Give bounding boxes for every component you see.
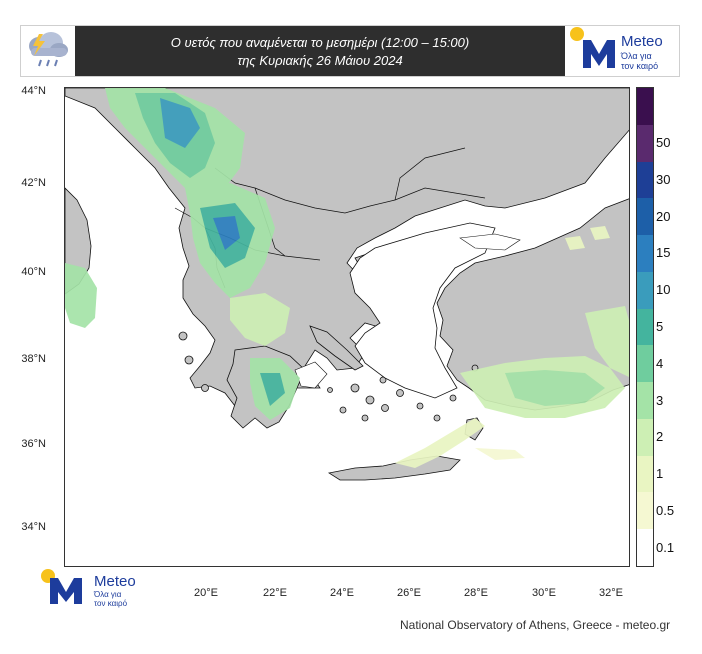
legend-level-label: 30	[656, 171, 671, 187]
legend-color-swatch	[637, 308, 653, 346]
legend-level-label: 10	[656, 282, 671, 298]
legend-color-swatch	[637, 492, 653, 530]
lat-tick-40: 40°N	[21, 266, 46, 278]
meteo-logo: Meteo Όλα για τον καιρό	[569, 26, 677, 76]
island	[381, 404, 389, 412]
precip-aegean-band	[475, 448, 525, 460]
legend-level-label: 1	[656, 466, 664, 482]
precipitation-map	[64, 87, 630, 567]
island	[350, 383, 360, 393]
legend-color-swatch	[637, 455, 653, 493]
legend-color-swatch	[637, 529, 653, 566]
map-title: Ο υετός που αναμένεται το μεσημέρι (12:0…	[75, 26, 565, 76]
lat-tick-34: 34°N	[21, 521, 46, 533]
logo-text: Meteo	[621, 33, 663, 50]
precip-crete-band	[395, 418, 485, 468]
legend-color-swatch	[637, 198, 653, 236]
precip-dot-1	[565, 236, 585, 250]
legend-level-label: 4	[656, 355, 664, 371]
lon-tick-28: 28°E	[464, 587, 488, 599]
credit-text: National Observatory of Athens, Greece -…	[400, 618, 671, 632]
legend-level-label: 5	[656, 319, 664, 334]
precip-epirus-peak	[213, 216, 240, 250]
logo-tagline-1: Όλα για	[620, 51, 652, 61]
island	[178, 331, 188, 341]
legend-level-label: 3	[656, 392, 664, 408]
legend-level-label: 0.1	[656, 539, 675, 555]
precipitation-legend	[636, 87, 654, 567]
legend-color-swatch	[637, 382, 653, 419]
legend-color-swatch	[637, 161, 653, 199]
footer-logo-text: Meteo	[94, 573, 136, 590]
lon-tick-26: 26°E	[397, 587, 421, 599]
legend-level-label: 2	[656, 429, 664, 445]
island	[416, 402, 424, 410]
legend-color-swatch	[637, 418, 653, 456]
island	[201, 384, 209, 392]
island	[361, 414, 369, 422]
saronic-sea	[294, 361, 328, 389]
precip-anatolia-core	[505, 370, 605, 406]
island	[449, 394, 457, 402]
footer-logo-tagline-1: Όλα για	[93, 590, 122, 599]
title-line-1: Ο υετός που αναμένεται το μεσημέρι (12:0…	[170, 35, 470, 50]
island	[339, 406, 347, 414]
euboea	[309, 325, 364, 371]
legend-level-label: 0.5	[656, 502, 675, 518]
island	[396, 389, 404, 397]
footer-logo-tagline-2: τον καιρό	[94, 599, 128, 608]
island	[365, 395, 375, 405]
legend-color-swatch	[637, 88, 653, 125]
precip-central-greece	[230, 293, 290, 346]
lat-tick-36: 36°N	[21, 438, 46, 450]
legend-level-label: 15	[656, 245, 671, 261]
lon-tick-30: 30°E	[532, 587, 556, 599]
precip-albania-peak	[160, 98, 200, 148]
precip-italy	[65, 263, 97, 328]
lon-tick-24: 24°E	[330, 587, 354, 599]
legend-color-swatch	[637, 271, 653, 309]
legend-level-label: 50	[656, 135, 671, 151]
rain-storm-cloud-icon	[21, 26, 73, 76]
lon-tick-22: 22°E	[263, 587, 287, 599]
marmara-sea	[459, 233, 521, 251]
legend-color-swatch	[637, 124, 653, 162]
lon-tick-20: 20°E	[194, 587, 218, 599]
logo-tagline-2: τον καιρό	[621, 61, 658, 71]
precip-dot-2	[590, 226, 610, 240]
legend-level-label: 20	[656, 208, 671, 224]
crete	[327, 455, 461, 481]
island	[327, 387, 333, 393]
precipitation-layer	[65, 88, 629, 468]
precip-anatolia-east	[585, 306, 629, 378]
lat-tick-44: 44°N	[21, 85, 46, 97]
precip-peloponnese-core	[260, 373, 285, 406]
lat-tick-38: 38°N	[21, 353, 46, 365]
title-line-2: της Κυριακής 26 Μάιου 2024	[237, 53, 403, 68]
header-banner: Ο υετός που αναμένεται το μεσημέρι (12:0…	[20, 25, 680, 77]
lon-tick-32: 32°E	[599, 587, 623, 599]
island	[184, 355, 194, 365]
legend-color-swatch	[637, 345, 653, 383]
legend-color-swatch	[637, 235, 653, 272]
meteo-logo-footer: Meteo Όλα για τον καιρό	[36, 566, 156, 610]
lat-tick-42: 42°N	[21, 177, 46, 189]
island	[433, 414, 441, 422]
